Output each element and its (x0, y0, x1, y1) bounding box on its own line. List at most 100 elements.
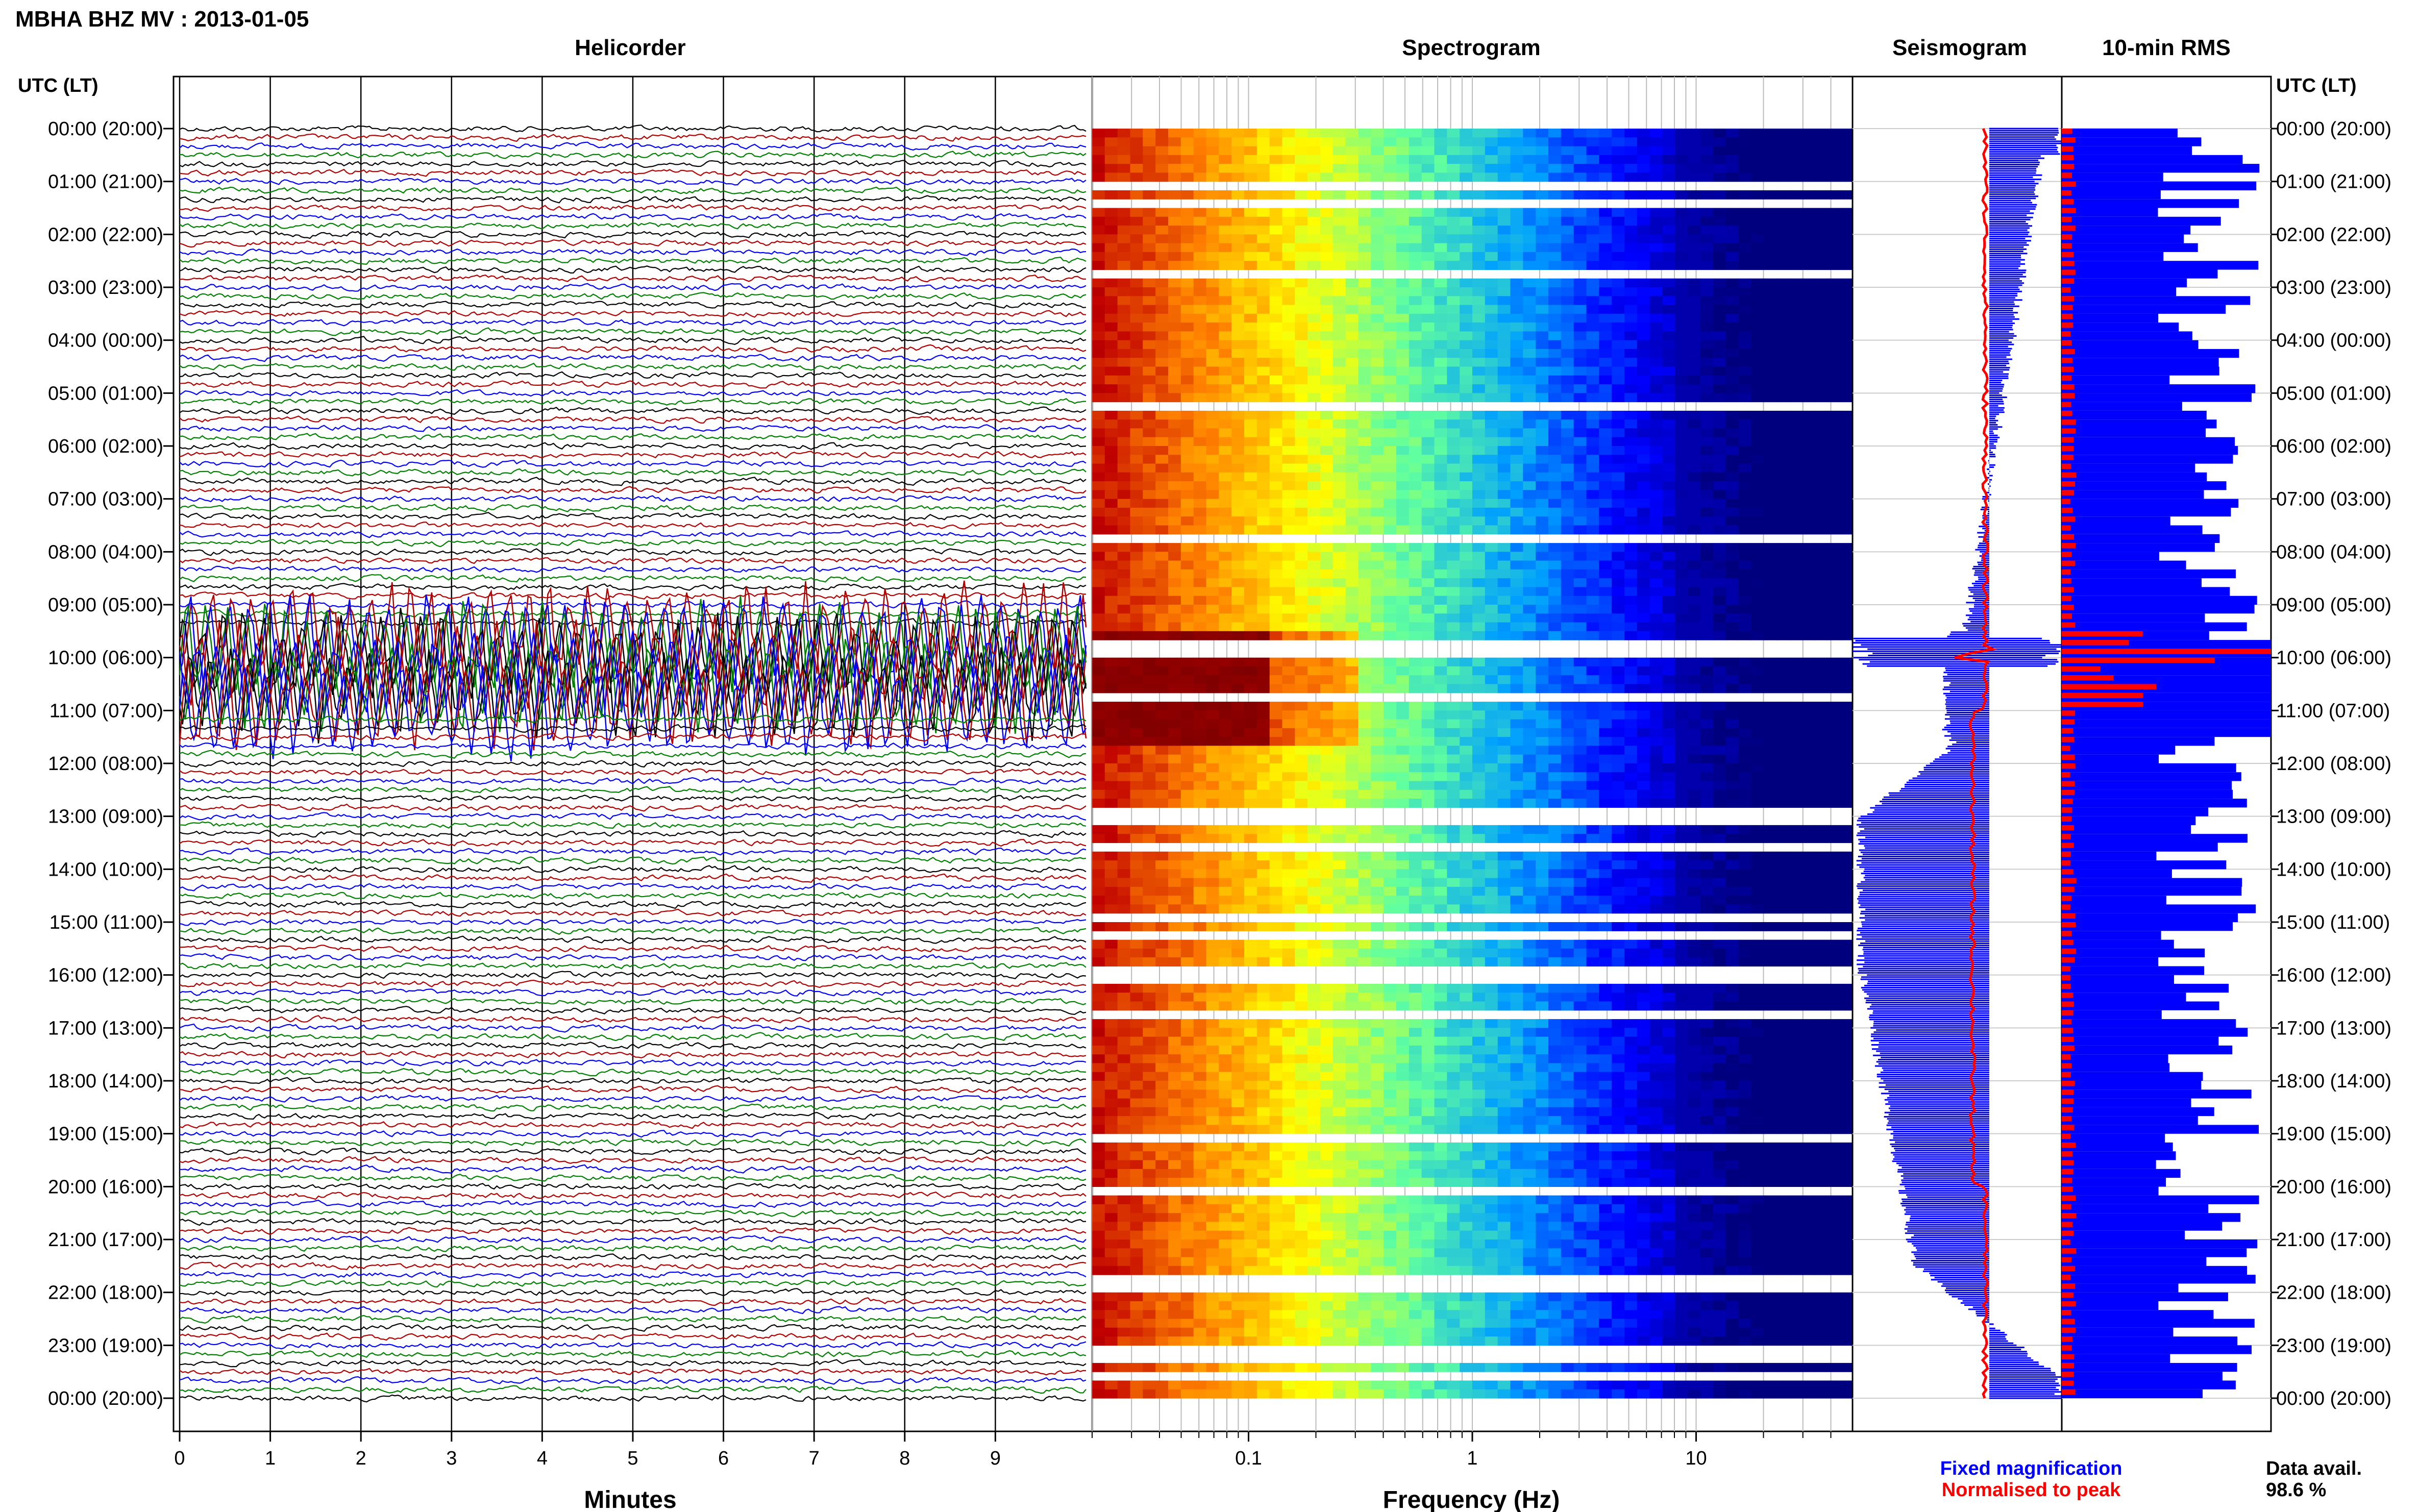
spectrogram-cell (1612, 446, 1625, 455)
spectrogram-cell (1801, 886, 1815, 896)
spectrogram-cell (1599, 243, 1612, 253)
spectrogram-cell (1117, 684, 1131, 693)
spectrogram-cell (1396, 384, 1410, 393)
spectrogram-cell (1536, 799, 1549, 808)
spectrogram-cell (1409, 481, 1422, 490)
spectrogram-cell (1092, 666, 1105, 676)
spectrogram-cell (1345, 419, 1359, 429)
spectrogram-cell (1231, 375, 1245, 385)
spectrogram-cell (1573, 305, 1587, 314)
helicorder-trace (179, 574, 1087, 583)
spectrogram-cell (1358, 904, 1371, 914)
helicorder-trace (179, 732, 1087, 742)
spectrogram-cell (1180, 463, 1194, 473)
spectrogram-cell (1244, 789, 1257, 799)
spectrogram-cell (1599, 622, 1612, 632)
spectrogram-cell (1092, 763, 1105, 773)
spectrogram-cell (1688, 129, 1701, 138)
spectrogram-cell (1472, 216, 1486, 226)
spectrogram-cell (1396, 904, 1410, 914)
helicorder-trace (179, 1350, 1087, 1358)
spectrogram-cell (1662, 710, 1675, 720)
spectrogram-cell (1117, 287, 1131, 296)
spectrogram-cell (1282, 825, 1295, 834)
spectrogram-cell (1130, 446, 1143, 455)
spectrogram-cell (1168, 569, 1181, 579)
spectrogram-cell (1104, 507, 1118, 517)
spectrogram-cell (1295, 516, 1308, 526)
spectrogram-cell (1371, 552, 1384, 561)
spectrogram-cell (1180, 261, 1194, 270)
spectrogram-cell (1599, 904, 1612, 914)
spectrogram-cell (1371, 896, 1384, 905)
spectrogram-cell (1751, 313, 1764, 323)
spectrogram-cell (1256, 904, 1270, 914)
spectrogram-cell (1295, 631, 1308, 640)
spectrogram-cell (1827, 825, 1840, 834)
spectrogram-cell (1536, 507, 1549, 517)
spectrogram-cell (1092, 490, 1105, 500)
helicorder-trace (179, 1077, 1087, 1084)
spectrogram-cell (1725, 410, 1739, 420)
spectrogram-cell (1384, 569, 1397, 579)
spectrogram-cell (1700, 252, 1714, 261)
spectrogram-cell (1193, 799, 1207, 808)
spectrogram-cell (1256, 164, 1270, 173)
spectrogram-cell (1117, 834, 1131, 844)
spectrogram-cell (1332, 622, 1346, 632)
spectrogram-cell (1155, 226, 1169, 235)
spectrogram-cell (1307, 851, 1321, 861)
spectrogram-cell (1751, 552, 1764, 561)
spectrogram-cell (1510, 507, 1523, 517)
spectrogram-cell (1307, 525, 1321, 535)
spectrogram-cell (1523, 896, 1536, 905)
helicorder-trace (179, 829, 1087, 838)
spectrogram-cell (1738, 234, 1751, 244)
helicorder-trace (179, 1032, 1087, 1042)
spectrogram-cell (1269, 252, 1283, 261)
spectrogram-cell (1460, 684, 1473, 693)
spectrogram-cell (1269, 578, 1283, 588)
spectrogram-cell (1612, 331, 1625, 341)
spectrogram-cell (1586, 763, 1599, 773)
spectrogram-cell (1713, 472, 1726, 482)
spectrogram-cell (1219, 252, 1232, 261)
spectrogram-cell (1764, 728, 1777, 737)
spectrogram-cell (1460, 278, 1473, 288)
spectrogram-cell (1434, 631, 1447, 640)
spectrogram-cell (1130, 622, 1143, 632)
spectrogram-cell (1434, 226, 1447, 235)
spectrogram-cell (1713, 287, 1726, 296)
spectrogram-cell (1523, 684, 1536, 693)
spectrogram-cell (1320, 384, 1334, 393)
spectrogram-cell (1295, 719, 1308, 729)
spectrogram-cell (1219, 375, 1232, 385)
spectrogram-cell (1764, 763, 1777, 773)
spectrogram-cell (1713, 463, 1726, 473)
spectrogram-cell (1168, 481, 1181, 490)
spectrogram-cell (1738, 754, 1751, 764)
spectrogram-cell (1649, 772, 1663, 782)
spectrogram-cell (1143, 129, 1156, 138)
spectrogram-cell (1510, 137, 1523, 147)
spectrogram-cell (1801, 613, 1815, 623)
spectrogram-cell (1219, 146, 1232, 156)
spectrogram-cell (1421, 746, 1435, 755)
spectrogram-cell (1295, 366, 1308, 376)
spectrogram-cell (1155, 243, 1169, 253)
spectrogram-cell (1561, 287, 1574, 296)
spectrogram-cell (1599, 384, 1612, 393)
spectrogram-cell (1104, 560, 1118, 570)
spectrogram-cell (1092, 789, 1105, 799)
spectrogram-cell (1472, 349, 1486, 358)
spectrogram-cell (1434, 851, 1447, 861)
spectrogram-cell (1662, 137, 1675, 147)
spectrogram-cell (1561, 164, 1574, 173)
spectrogram-cell (1624, 437, 1638, 447)
spectrogram-cell (1384, 702, 1397, 711)
spectrogram-cell (1776, 896, 1790, 905)
spectrogram-cell (1586, 702, 1599, 711)
spectrogram-cell (1662, 675, 1675, 685)
spectrogram-cell (1725, 490, 1739, 500)
spectrogram-cell (1561, 684, 1574, 693)
